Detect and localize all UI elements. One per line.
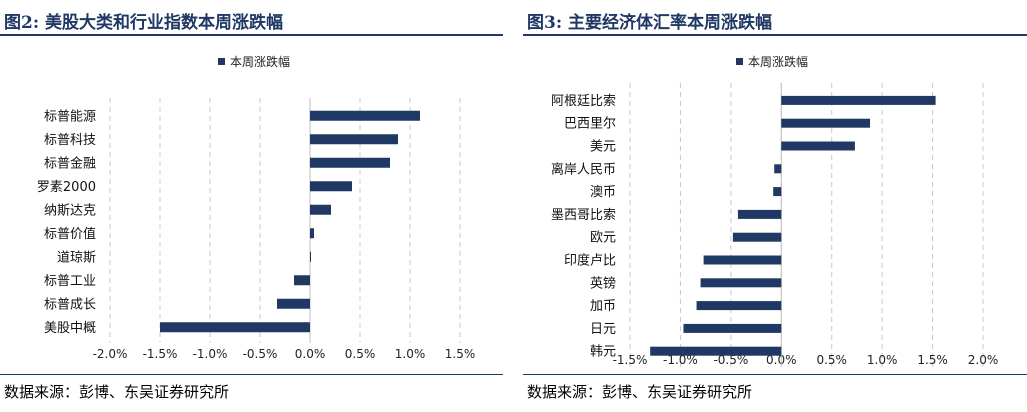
bar (650, 346, 782, 356)
chart-panel-fx-rates: 图3: 主要经济体汇率本周涨跌幅 -1.5% -1.0% -0.5% 0.0% 0.5%… (523, 0, 1027, 412)
source-note: 数据来源：彭博、东吴证券研究所 (4, 383, 230, 401)
x-tick-label: 2.0% (968, 353, 999, 367)
x-tick-label: -0.5% (713, 353, 748, 367)
x-tick-label: -1.0% (663, 353, 698, 367)
category-label: 罗素2000 (37, 180, 96, 195)
bar (310, 251, 311, 262)
category-label: 标普科技 (44, 133, 96, 148)
source-rule (523, 374, 1027, 375)
category-label: 印度卢比 (564, 253, 616, 269)
x-tick-label: 0.5% (816, 353, 847, 367)
x-tick-label: 1.5% (445, 347, 476, 361)
bar (683, 323, 782, 333)
x-tick-label: -0.5% (243, 347, 278, 361)
category-label: 纳斯达克 (44, 203, 96, 218)
category-label: 美股中概 (44, 321, 96, 336)
x-tick-label: -1.0% (193, 347, 228, 361)
legend-swatch (218, 58, 225, 65)
bar (310, 157, 390, 168)
bar (696, 301, 782, 311)
x-tick-label: -1.5% (143, 347, 178, 361)
category-label: 巴西里尔 (564, 117, 616, 132)
bar (294, 275, 310, 286)
category-label: 标普成长 (44, 297, 96, 312)
bar (310, 181, 352, 192)
x-tick-label: 1.0% (395, 347, 426, 361)
category-label: 澳币 (590, 184, 616, 200)
bar (310, 228, 314, 239)
category-label: 道琼斯 (57, 250, 96, 265)
x-tick-label: 1.5% (917, 353, 948, 367)
category-label: 加币 (590, 299, 616, 314)
category-label: 英镑 (590, 275, 616, 291)
bar (781, 118, 871, 128)
x-tick-label: 1.0% (867, 353, 898, 367)
chart-panel-us-indices: 图2: 美股大类和行业指数本周涨跌幅 -2.0% -1.5% -1.0% -0.5% 0… (0, 0, 503, 412)
bar (277, 298, 310, 309)
bar (700, 278, 782, 288)
category-label: 韩元 (590, 345, 616, 360)
x-tick-label: -2.0% (93, 347, 128, 361)
x-tick-label: 0.5% (345, 347, 376, 361)
category-label: 日元 (590, 322, 616, 337)
legend-label: 本周涨跌幅 (748, 54, 808, 69)
bar (703, 255, 782, 265)
bar (781, 95, 936, 105)
source-rule (0, 374, 503, 375)
bar (737, 209, 782, 219)
figure-title: 图2: 美股大类和行业指数本周涨跌幅 (4, 13, 284, 33)
category-label: 离岸人民币 (551, 161, 616, 177)
bar (310, 134, 398, 145)
bar (310, 110, 420, 121)
category-label: 阿根廷比索 (551, 94, 616, 109)
source-note: 数据来源：彭博、东吴证券研究所 (527, 383, 753, 401)
bar-chart-us-indices: -2.0% -1.5% -1.0% -0.5% 0.0% 0.5% 1.0% 1.5% 本周涨跌… (37, 54, 476, 361)
bar-chart-fx-rates: -1.5% -1.0% -0.5% 0.0% 0.5% 1.0% 1.5% 2.0%本周涨跌幅… (551, 54, 999, 367)
category-label: 标普价值 (44, 226, 96, 242)
title-rule (523, 34, 1027, 36)
category-label: 美元 (590, 140, 616, 155)
category-label: 标普金融 (44, 155, 96, 171)
legend-label: 本周涨跌幅 (230, 54, 290, 69)
category-label: 欧元 (590, 231, 616, 246)
bar (781, 141, 855, 151)
category-label: 墨西哥比索 (551, 208, 616, 223)
bar (732, 232, 782, 242)
category-label: 标普工业 (44, 274, 96, 289)
bar (160, 322, 310, 333)
bar (773, 187, 782, 197)
title-rule (0, 34, 503, 36)
bar (774, 164, 782, 174)
figure-title: 图3: 主要经济体汇率本周涨跌幅 (527, 13, 773, 33)
legend-swatch (736, 58, 743, 65)
category-label: 标普能源 (44, 109, 96, 124)
x-tick-label: -1.5% (613, 353, 648, 367)
x-tick-label: 0.0% (295, 347, 326, 361)
bar (310, 204, 331, 215)
